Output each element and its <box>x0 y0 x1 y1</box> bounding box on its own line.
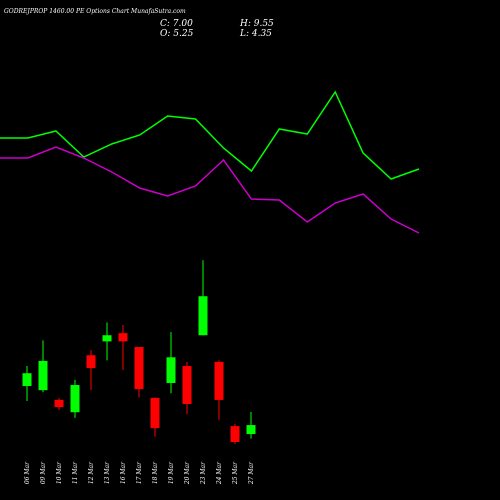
candle-body <box>54 399 64 408</box>
info-open: O: 5.25 <box>160 29 194 39</box>
candle-body <box>22 373 32 387</box>
chart-title: GODREJPROP 1460.00 PE Options Chart Muna… <box>4 8 186 15</box>
x-tick-label: 19 Mar <box>168 461 175 484</box>
candle-body <box>70 385 80 413</box>
candle-body <box>214 361 224 400</box>
x-tick-label: 12 Mar <box>88 461 95 484</box>
candle-body <box>246 425 256 435</box>
x-tick-label: 17 Mar <box>136 461 143 484</box>
x-tick-label: 18 Mar <box>152 461 159 484</box>
candle-body <box>230 426 240 443</box>
x-tick-label: 10 Mar <box>56 461 63 484</box>
candle-body <box>150 397 160 429</box>
indicator-line <box>0 90 420 180</box>
x-tick-label: 25 Mar <box>232 461 239 485</box>
x-tick-label: 09 Mar <box>40 461 47 484</box>
info-close: C: 7.00 <box>160 19 193 29</box>
x-tick-label: 27 Mar <box>248 461 255 485</box>
x-tick-label: 16 Mar <box>120 461 127 484</box>
indicator-line <box>0 146 420 234</box>
x-tick-label: 11 Mar <box>72 461 79 484</box>
candle-body <box>134 347 144 390</box>
candle-body <box>198 296 208 336</box>
candle-body <box>102 335 112 342</box>
candle-body <box>86 355 96 369</box>
candle-body <box>38 360 48 391</box>
x-tick-label: 24 Mar <box>216 461 223 485</box>
x-tick-label: 13 Mar <box>104 461 111 484</box>
x-tick-label: 06 Mar <box>24 461 31 484</box>
x-tick-label: 23 Mar <box>200 461 207 485</box>
info-high: H: 9.55 <box>239 19 274 29</box>
candle-body <box>182 366 192 405</box>
info-low: L: 4.35 <box>239 29 272 39</box>
candle-body <box>166 357 176 383</box>
x-tick-label: 20 Mar <box>184 461 191 485</box>
candle-body <box>118 333 128 342</box>
